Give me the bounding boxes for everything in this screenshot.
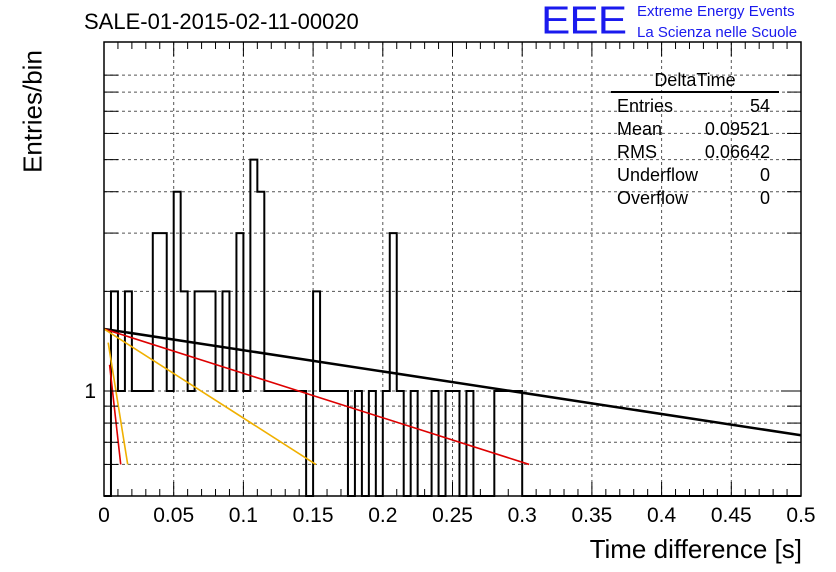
y-axis-label: Entries/bin <box>17 50 48 173</box>
fit-line <box>103 328 530 466</box>
x-tick-label: 0.35 <box>571 504 612 527</box>
x-tick-labels: 0 0.05 0.1 0.15 0.2 0.25 0.3 0.35 0.4 0.45 0.5 1 <box>84 380 815 527</box>
stats-value: 0 <box>759 188 770 208</box>
stats-value: 0.09521 <box>704 119 770 139</box>
y-tick-label: 1 <box>84 380 96 403</box>
x-tick-label: 0.05 <box>153 504 194 527</box>
stats-row-underflow: Underflow 0 <box>611 164 779 187</box>
fit-line <box>107 342 129 465</box>
axis-ticks <box>103 42 802 496</box>
fit-line <box>103 328 317 466</box>
x-tick-label: 0.45 <box>711 504 752 527</box>
stats-label: Mean <box>617 119 663 139</box>
x-tick-label: 0.2 <box>368 504 397 527</box>
x-axis-label: Time difference [s] <box>589 534 802 564</box>
stats-label: Underflow <box>617 165 699 185</box>
logo-line-2: La Scienza nelle Scuole <box>637 24 798 41</box>
x-tick-label: 0.25 <box>432 504 473 527</box>
stats-label: Entries <box>617 96 674 116</box>
x-tick-label: 0.1 <box>229 504 258 527</box>
stats-label: RMS <box>617 142 657 162</box>
stats-row-rms: RMS 0.06642 <box>611 141 779 164</box>
stats-row-entries: Entries 54 <box>611 95 779 118</box>
logo-line-1: Extreme Energy Events <box>637 3 795 20</box>
x-tick-label: 0.5 <box>786 504 815 527</box>
stats-value: 0.06642 <box>704 142 770 162</box>
stats-title: DeltaTime <box>611 69 779 93</box>
chart-title: SALE-01-2015-02-11-00020 <box>84 9 359 34</box>
x-tick-label: 0.4 <box>647 504 677 527</box>
stats-row-overflow: Overflow 0 <box>611 187 779 210</box>
stats-box: DeltaTime Entries 54 Mean 0.09521 RMS 0.… <box>611 69 779 210</box>
x-tick-label: 0.15 <box>293 504 334 527</box>
fit-lines <box>103 327 802 466</box>
x-tick-label: 0.3 <box>508 504 537 527</box>
stats-label: Overflow <box>617 188 689 208</box>
stats-value: 54 <box>749 96 770 116</box>
x-tick-label: 0 <box>98 504 110 527</box>
fit-line <box>108 364 122 465</box>
stats-row-mean: Mean 0.09521 <box>611 118 779 141</box>
stats-value: 0 <box>759 165 770 185</box>
fit-line <box>103 327 802 437</box>
eee-logo: EEE <box>541 0 627 43</box>
